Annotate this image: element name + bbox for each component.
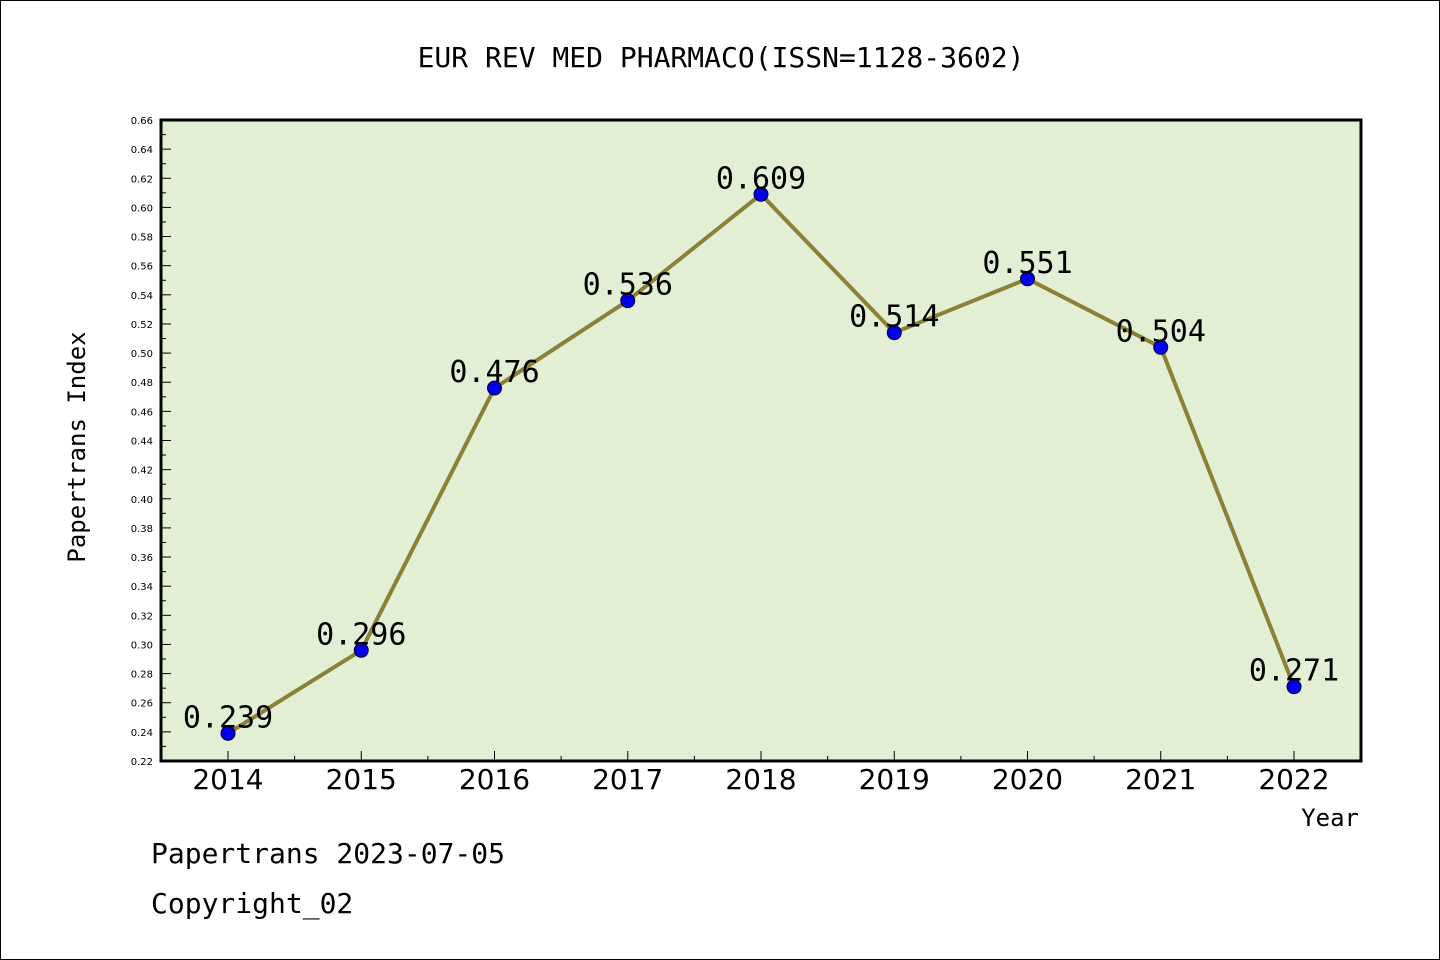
y-tick-label: 0.34 xyxy=(131,582,153,593)
data-label: 0.514 xyxy=(849,300,939,335)
data-point xyxy=(220,725,236,741)
x-tick-label: 2015 xyxy=(326,763,397,796)
y-tick-label: 0.40 xyxy=(131,495,153,506)
y-tick-label: 0.54 xyxy=(131,291,153,302)
data-point xyxy=(886,325,902,341)
data-label: 0.476 xyxy=(449,355,539,390)
footer-copyright: Copyright_02 xyxy=(151,887,354,920)
x-tick-label: 2018 xyxy=(725,763,796,796)
data-point xyxy=(1020,271,1035,287)
y-tick-label: 0.62 xyxy=(131,174,153,185)
y-tick-label: 0.28 xyxy=(131,670,153,681)
data-point xyxy=(620,293,636,309)
x-tick-label: 2020 xyxy=(992,763,1063,796)
y-tick-label: 0.42 xyxy=(131,466,153,477)
y-tick-label: 0.30 xyxy=(131,640,153,651)
x-tick-label: 2022 xyxy=(1258,763,1329,796)
x-tick-label: 2017 xyxy=(592,763,663,796)
y-tick-label: 0.50 xyxy=(131,349,153,360)
y-tick-label: 0.58 xyxy=(131,233,153,244)
x-tick-label: 2016 xyxy=(459,763,530,796)
x-tick-label: 2019 xyxy=(859,763,930,796)
footer-date: Papertrans 2023-07-05 xyxy=(151,837,506,870)
y-tick-label: 0.24 xyxy=(131,728,153,739)
data-label: 0.551 xyxy=(982,246,1072,281)
y-tick-label: 0.26 xyxy=(131,699,153,710)
data-label: 0.239 xyxy=(183,700,273,735)
y-tick-label: 0.66 xyxy=(131,116,153,127)
x-tick-label: 2014 xyxy=(192,763,263,796)
data-point xyxy=(487,380,502,396)
data-point xyxy=(1153,339,1169,355)
y-tick-label: 0.56 xyxy=(131,262,153,273)
data-point xyxy=(1286,679,1302,695)
x-tick-label: 2021 xyxy=(1125,763,1196,796)
data-point xyxy=(753,186,769,202)
y-axis-label: Papertrans Index xyxy=(63,331,91,562)
plot-border xyxy=(159,118,1363,763)
y-tick-label: 0.46 xyxy=(131,407,153,418)
data-label: 0.296 xyxy=(316,617,406,652)
x-axis-label: Year xyxy=(1301,804,1359,832)
data-label: 0.536 xyxy=(583,268,673,303)
y-tick-label: 0.60 xyxy=(131,203,153,214)
y-tick-label: 0.36 xyxy=(131,553,153,564)
y-tick-label: 0.22 xyxy=(131,757,153,768)
data-label: 0.609 xyxy=(716,161,806,196)
y-tick-label: 0.64 xyxy=(131,145,153,156)
y-tick-label: 0.48 xyxy=(131,378,153,389)
y-tick-label: 0.44 xyxy=(131,437,153,448)
chart-title: EUR REV MED PHARMACO(ISSN=1128-3602) xyxy=(418,41,1025,74)
y-tick-label: 0.52 xyxy=(131,320,153,331)
y-tick-label: 0.32 xyxy=(131,611,153,622)
data-point xyxy=(353,642,369,658)
data-label: 0.504 xyxy=(1116,314,1206,349)
data-label: 0.271 xyxy=(1249,654,1339,689)
y-tick-label: 0.38 xyxy=(131,524,153,535)
